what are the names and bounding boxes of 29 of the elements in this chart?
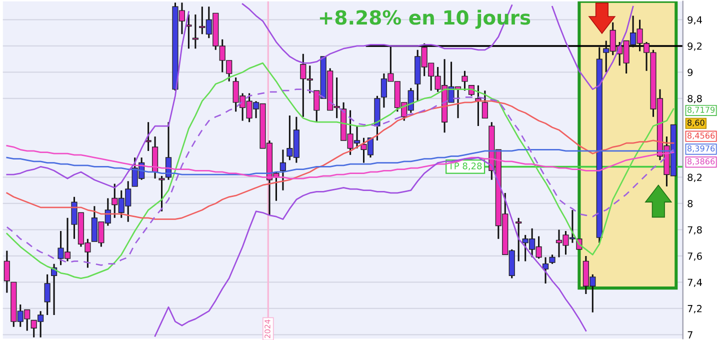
candlestick (516, 217, 522, 262)
candlestick (280, 148, 286, 192)
text: 8,7179 (688, 106, 715, 114)
candlestick (44, 274, 50, 316)
y-tick-label: 9,4 (688, 16, 702, 25)
candlestick (192, 14, 198, 50)
candlestick (462, 70, 468, 92)
y-tick-label: 9 (688, 68, 693, 76)
y-tick-label: 8,8 (688, 94, 702, 104)
text: 8,3976 (688, 145, 715, 152)
y-tick-label: 7,6 (688, 252, 702, 261)
y-tick-label: 8 (688, 200, 693, 208)
text: 8,60 (688, 120, 704, 127)
y-tick-label: 9,2 (688, 42, 702, 51)
text: 8,4566 (688, 132, 715, 140)
candlestick (158, 175, 165, 212)
candlestick (482, 90, 488, 119)
line-series (6, 62, 674, 279)
y-tick-label: 7 (688, 331, 692, 338)
y-tick-label: 7,8 (688, 226, 702, 235)
candlestick (549, 254, 556, 265)
y-tick-label: 8,2 (688, 174, 702, 182)
candlestick (145, 121, 152, 152)
y-tick-label: 7,2 (688, 304, 702, 314)
y-tick-label: 7,4 (688, 278, 702, 288)
text: 8,3866 (688, 158, 715, 166)
candlestick (542, 256, 549, 284)
candlestick (4, 250, 10, 294)
line-series (154, 156, 587, 337)
